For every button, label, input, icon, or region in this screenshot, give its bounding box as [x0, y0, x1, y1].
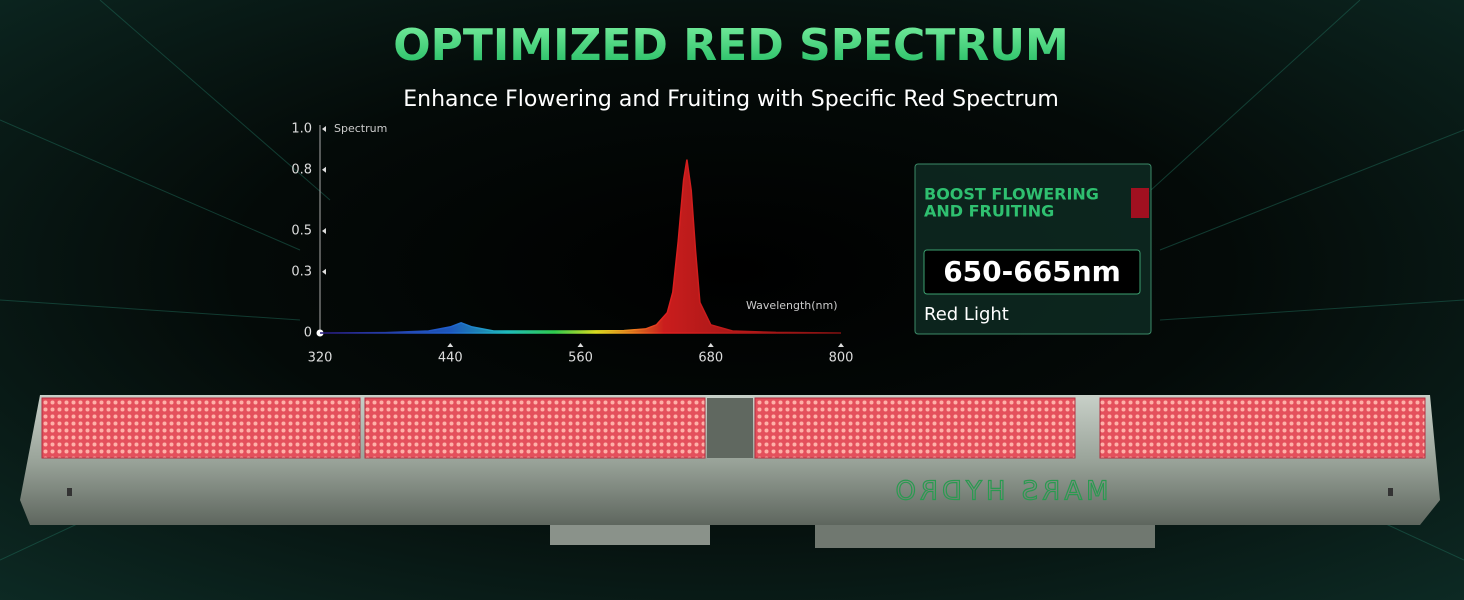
spectrum-area — [319, 159, 842, 334]
subtitle: Enhance Flowering and Fruiting with Spec… — [403, 87, 1059, 112]
range-text: 650-665nm — [943, 255, 1121, 288]
x-tick-mark — [707, 343, 714, 347]
x-tick-mark — [577, 343, 584, 347]
led-panel — [364, 397, 706, 459]
y-tick-mark — [322, 228, 326, 234]
x-tick-label: 560 — [568, 351, 593, 366]
grow-light: MARS HYDRO — [20, 395, 1440, 548]
x-tick-label: 440 — [438, 351, 463, 366]
y-tick-label: 0.5 — [291, 224, 312, 239]
callout-heading: BOOST FLOWERING — [924, 185, 1099, 204]
y-tick-label: 0.8 — [291, 162, 312, 177]
led-panel — [41, 397, 361, 459]
spectrum-chart: Spectrum Wavelength(nm) 0 0.3 0.5 0.8 1.0 320… — [291, 122, 853, 366]
y-tick-label: 1.0 — [291, 122, 312, 137]
brand-logo: MARS HYDRO — [891, 477, 1108, 507]
x-tick-mark — [838, 343, 844, 347]
callout-label: Red Light — [924, 304, 1009, 325]
y-tick-mark — [322, 268, 326, 275]
x-tick-label: 680 — [698, 351, 723, 366]
led-panel — [754, 397, 1076, 459]
screw — [1388, 488, 1393, 496]
red-swatch — [1131, 188, 1149, 218]
x-tick-label: 800 — [829, 351, 854, 366]
callout-heading: AND FRUITING — [924, 202, 1054, 221]
center-box — [707, 398, 753, 458]
x-tick-mark — [447, 343, 454, 347]
title: OPTIMIZED RED SPECTRUM — [393, 20, 1068, 71]
screw — [67, 488, 72, 496]
range-box — [923, 249, 1141, 295]
callout: BOOST FLOWERING AND FRUITING 650-665nm R… — [914, 163, 1152, 335]
x-tick-label: 320 — [308, 351, 333, 366]
y-tick-label: 0.3 — [291, 264, 312, 279]
y-tick-mark — [322, 166, 326, 173]
y-tick-mark — [322, 126, 326, 132]
y-axis-label: Spectrum — [334, 122, 387, 135]
x-axis-label: Wavelength(nm) — [746, 299, 838, 312]
y-tick-label: 0 — [304, 326, 312, 341]
led-panel — [1099, 397, 1426, 459]
